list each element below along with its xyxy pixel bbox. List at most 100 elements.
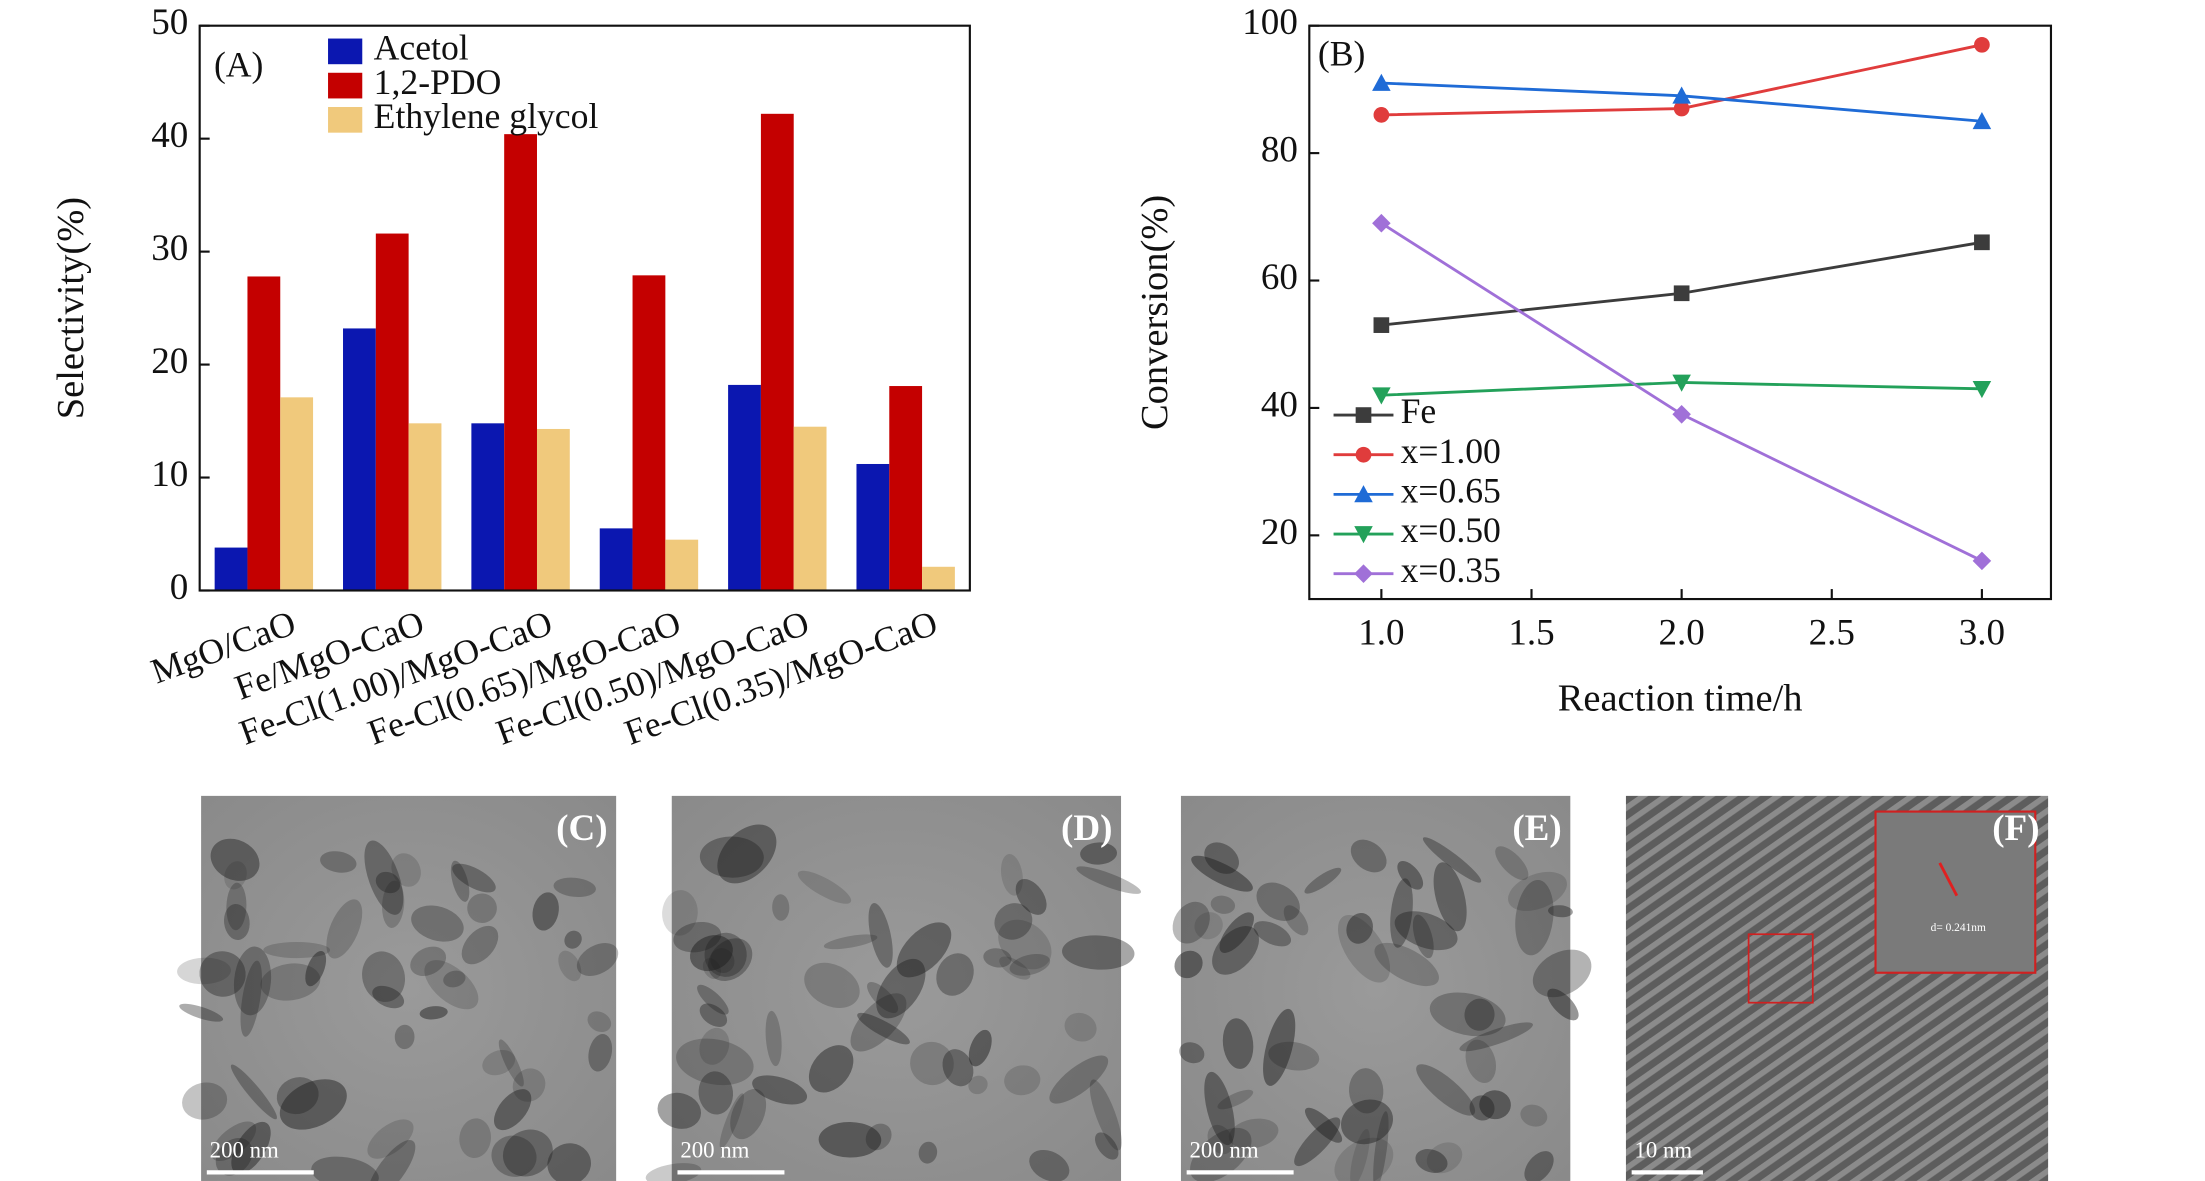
particle	[230, 1064, 277, 1120]
particle	[240, 960, 262, 1037]
bar	[760, 113, 794, 591]
panel-label: (E)	[1512, 808, 1561, 849]
particle	[752, 1075, 808, 1105]
marker	[1974, 234, 1990, 251]
particle	[1520, 1104, 1548, 1127]
particle	[994, 903, 1033, 940]
legend-marker	[1354, 485, 1373, 503]
particle	[532, 892, 559, 931]
particle	[263, 942, 331, 959]
particle	[968, 1029, 992, 1067]
particle	[443, 970, 466, 988]
marker	[1974, 36, 1990, 53]
particle	[1524, 1151, 1554, 1181]
particle	[1459, 1022, 1533, 1052]
particle	[704, 932, 747, 977]
particle	[367, 1119, 414, 1159]
x-tick-label: 2.0	[1658, 613, 1704, 654]
bar	[408, 423, 442, 591]
particle	[1015, 879, 1047, 915]
particle	[942, 1049, 974, 1087]
particle	[1080, 842, 1118, 865]
particle	[320, 851, 357, 873]
particle	[968, 1075, 988, 1095]
bar	[793, 426, 827, 591]
particle	[999, 956, 1031, 980]
particle	[1256, 882, 1300, 921]
particle	[1174, 950, 1203, 979]
particle	[662, 890, 698, 936]
particle	[1219, 912, 1255, 953]
particle	[226, 882, 247, 931]
legend-marker	[1354, 526, 1373, 544]
particle	[1479, 1090, 1511, 1120]
particle	[710, 948, 735, 974]
bar	[856, 463, 890, 591]
particle	[588, 1034, 613, 1072]
particle	[1000, 853, 1023, 896]
y-tick-label: 60	[1261, 257, 1298, 298]
bar	[471, 423, 505, 591]
legend-label: 1,2-PDO	[374, 62, 502, 102]
micrograph	[201, 795, 617, 1181]
particle	[676, 1038, 754, 1086]
y-tick-label: 10	[151, 454, 188, 495]
particle	[367, 1139, 416, 1181]
scale-label: 10 nm	[1634, 1138, 1692, 1163]
particle	[699, 1003, 728, 1027]
marker	[1372, 73, 1391, 91]
particle	[936, 953, 974, 996]
particle	[772, 894, 790, 921]
particle	[1268, 1041, 1320, 1071]
legend-marker	[1355, 407, 1372, 423]
zoom-box	[1747, 933, 1814, 1004]
particle	[502, 1129, 553, 1177]
scale-label: 200 nm	[210, 1138, 279, 1163]
x-tick-label: 2.5	[1809, 613, 1855, 654]
y-tick-label: 50	[151, 2, 188, 43]
particle	[210, 838, 260, 881]
particle	[868, 902, 893, 968]
particle	[177, 957, 231, 985]
legend-marker	[1355, 446, 1372, 463]
particle	[896, 922, 952, 978]
particle	[199, 951, 246, 997]
y-tick-label: 100	[1242, 2, 1298, 43]
bar	[536, 428, 570, 591]
y-tick-label: 20	[1261, 512, 1298, 553]
bar	[375, 233, 409, 591]
marker	[1673, 285, 1690, 302]
particle	[233, 946, 272, 1016]
legend-label: Acetol	[374, 28, 469, 68]
scale-label: 200 nm	[680, 1138, 749, 1163]
particle	[564, 930, 582, 949]
particle	[1350, 839, 1387, 873]
micrograph	[1180, 795, 1571, 1181]
particle	[1004, 1065, 1041, 1096]
particle	[1191, 855, 1253, 892]
scale-label: 200 nm	[1190, 1138, 1259, 1163]
bar	[214, 547, 248, 591]
particle	[364, 840, 404, 915]
particle	[1076, 866, 1142, 894]
particle	[1222, 1018, 1254, 1069]
particle	[493, 1089, 532, 1131]
particle	[797, 870, 852, 904]
particle	[411, 905, 464, 942]
particle	[1049, 1055, 1109, 1104]
particle	[179, 1003, 224, 1022]
particle	[1548, 905, 1573, 918]
particle	[1415, 1149, 1448, 1173]
particle	[689, 935, 733, 972]
particle	[1009, 953, 1051, 976]
marker	[1672, 374, 1691, 392]
bar	[599, 528, 633, 591]
bar	[728, 384, 761, 591]
particle	[305, 951, 327, 987]
particle	[1416, 1064, 1476, 1116]
marker	[1373, 107, 1390, 123]
particle	[362, 951, 406, 1002]
particle	[910, 1041, 954, 1086]
y-axis-label: Conversion(%)	[1134, 195, 1176, 430]
legend-swatch	[328, 38, 363, 65]
